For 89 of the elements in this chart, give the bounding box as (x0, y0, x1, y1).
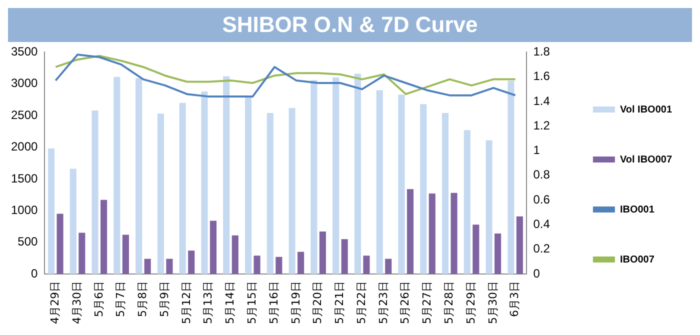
bar (406, 189, 414, 274)
y2-tick-label: 1.2 (533, 118, 550, 132)
legend-label: IBO007 (620, 254, 655, 266)
bar (450, 192, 458, 274)
x-tick-label: 6月3日 (508, 281, 522, 318)
y2-tick-label: 1.6 (533, 69, 550, 84)
bar (244, 96, 252, 274)
y-tick-label: 2000 (10, 140, 38, 154)
y2-tick-label: 0.2 (533, 242, 550, 256)
bar (385, 258, 392, 274)
bar (92, 110, 98, 274)
bar (298, 252, 304, 274)
bar (223, 76, 230, 274)
bar (276, 256, 282, 274)
bar (254, 256, 260, 274)
bar (78, 232, 86, 274)
bar (354, 74, 361, 274)
x-tick-label: 5月12日 (180, 281, 193, 324)
bar (341, 239, 348, 274)
x-tick-label: 5月6日 (92, 281, 106, 318)
y-tick-label: 3000 (10, 76, 38, 90)
y-tick-label: 1000 (10, 202, 38, 217)
x-tick-label: 5月27日 (420, 281, 434, 324)
bar (442, 113, 449, 274)
bar (398, 94, 405, 274)
y2-tick-label: 1 (533, 143, 540, 158)
y2-tick-label: 0.6 (533, 192, 550, 206)
bar (516, 216, 523, 274)
legend-label: Vol IBO007 (620, 154, 672, 166)
bar (332, 78, 340, 274)
bar (420, 104, 427, 274)
x-tick-label: 5月21日 (333, 281, 346, 324)
bar (428, 194, 436, 274)
chart-title: SHIBOR O.N & 7D Curve (8, 8, 692, 42)
y-tick-label: 0 (31, 266, 38, 280)
y2-tick-label: 1.8 (533, 44, 550, 59)
bar (122, 234, 129, 274)
bar (494, 233, 502, 274)
bar (56, 214, 64, 274)
legend-label: IBO001 (620, 204, 655, 216)
bar (157, 114, 164, 274)
bar (201, 91, 208, 274)
x-tick-label: 5月15日 (246, 281, 259, 324)
bar (319, 232, 326, 274)
y-tick-label: 3500 (10, 44, 38, 59)
bar (136, 78, 142, 274)
bar (288, 108, 296, 274)
bar (266, 113, 274, 274)
bar (48, 148, 55, 274)
x-tick-label: 5月20日 (311, 281, 324, 324)
x-tick-label: 5月29日 (464, 281, 478, 324)
x-tick-label: 5月28日 (442, 281, 456, 324)
bar (464, 130, 470, 274)
bar (210, 220, 217, 274)
bar (486, 140, 492, 274)
bar (232, 235, 238, 274)
bar (166, 258, 173, 274)
y-tick-label: 1500 (10, 171, 38, 186)
x-tick-label: 5月19日 (289, 281, 302, 324)
y2-tick-label: 0 (533, 266, 540, 280)
x-tick-label: 4月30日 (70, 281, 84, 324)
bar (179, 102, 186, 274)
x-tick-label: 5月30日 (486, 281, 500, 324)
bar (508, 80, 514, 274)
bar (114, 76, 120, 274)
y2-tick-label: 0.4 (533, 217, 550, 232)
bar (376, 90, 383, 274)
y2-tick-label: 0.8 (533, 168, 550, 182)
x-tick-label: 5月13日 (202, 281, 215, 324)
y-tick-label: 500 (18, 234, 38, 249)
x-tick-label: 5月8日 (136, 281, 150, 318)
x-tick-label: 5月7日 (114, 281, 128, 318)
x-tick-label: 5月26日 (398, 281, 412, 324)
bar (310, 80, 318, 274)
legend-label: Vol IBO001 (620, 104, 672, 116)
x-tick-label: 5月16日 (267, 281, 280, 324)
y-tick-label: 2500 (10, 108, 38, 122)
bar (100, 200, 108, 274)
bar (363, 256, 370, 274)
x-tick-label: 5月22日 (354, 281, 368, 324)
bar (70, 168, 76, 274)
bar (144, 258, 151, 274)
x-tick-label: 4月29日 (48, 281, 62, 324)
x-tick-label: 5月9日 (158, 281, 171, 318)
x-tick-label: 5月14日 (224, 281, 237, 324)
bar (472, 224, 480, 274)
y2-tick-label: 1.4 (533, 94, 550, 108)
bar (188, 250, 195, 274)
x-tick-label: 5月23日 (376, 281, 390, 324)
